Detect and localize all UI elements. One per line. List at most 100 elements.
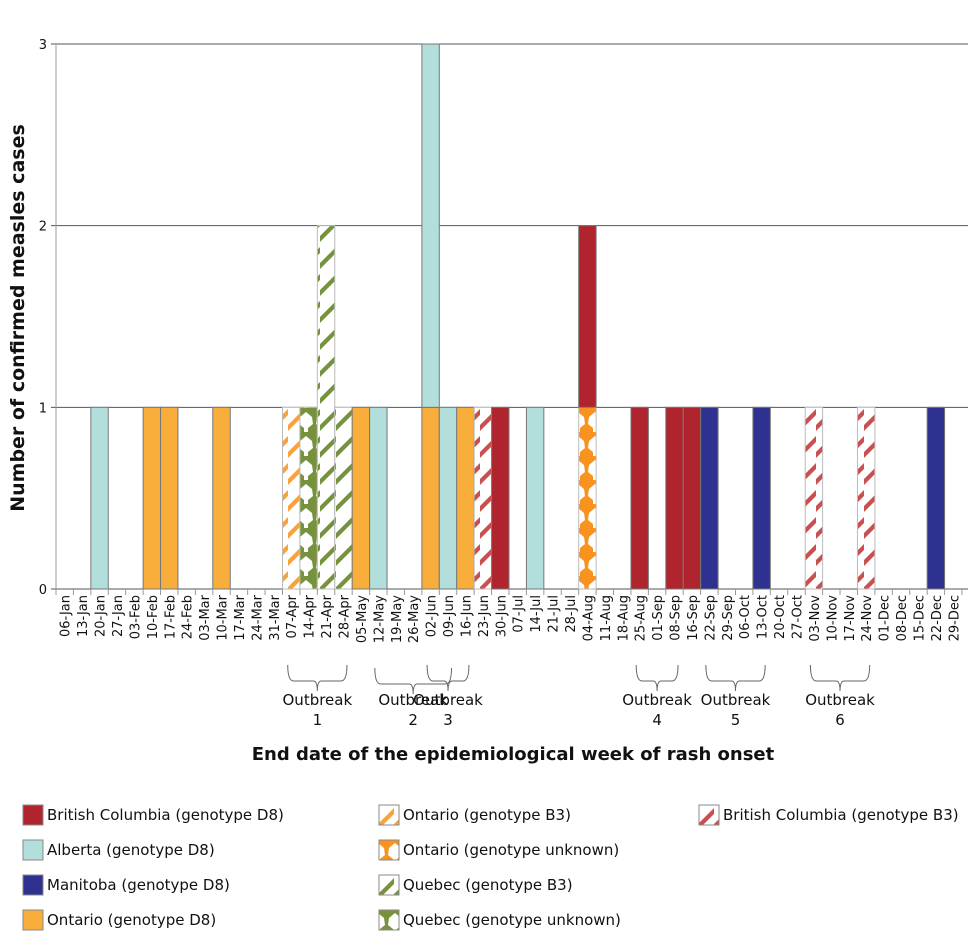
legend-label: Alberta (genotype D8) [47, 841, 215, 859]
x-tick-label: 31-Mar [268, 594, 283, 640]
legend-swatch [22, 909, 44, 931]
x-tick-label: 21-Apr [320, 594, 335, 638]
outbreak-brace [705, 664, 766, 692]
legend-swatch [378, 874, 400, 896]
legend-label: Ontario (genotype unknown) [403, 841, 620, 859]
x-tick-label: 03-Mar [198, 594, 213, 640]
y-tick-label: 3 [39, 38, 47, 53]
x-axis-title: End date of the epidemiological week of … [252, 744, 775, 765]
x-tick-label: 03-Feb [128, 595, 143, 639]
outbreak-brace [809, 664, 871, 692]
x-tick-label: 29-Sep [721, 595, 736, 641]
outbreak-brace [287, 664, 348, 692]
x-tick-label: 10-Feb [146, 595, 161, 639]
legend-label: Quebec (genotype B3) [403, 876, 573, 894]
legend-item: Ontario (genotype D8) [22, 909, 216, 931]
bar-segment [456, 406, 475, 590]
x-tick-label: 17-Feb [163, 595, 178, 639]
x-tick-label: 05-May [355, 595, 370, 643]
outbreak-label: Outbreak [805, 691, 875, 709]
x-tick-label: 25-Aug [634, 595, 649, 641]
y-tick-label: 0 [39, 583, 47, 598]
x-tick-label: 18-Aug [616, 595, 631, 641]
bar-segment [473, 406, 493, 590]
x-tick-label: 20-Jan [94, 595, 109, 637]
legend-item: British Columbia (genotype D8) [22, 804, 284, 826]
bar-segment [351, 406, 371, 590]
legend-item: Alberta (genotype D8) [22, 839, 215, 861]
y-tick-label: 2 [39, 220, 47, 235]
bar-segment [491, 406, 510, 590]
bar-segment [316, 225, 336, 590]
x-tick-label: 29-Dec [947, 595, 962, 641]
x-tick-label: 08-Sep [669, 595, 684, 641]
outbreak-brace [374, 667, 453, 695]
x-tick-label: 23-Jun [477, 595, 492, 637]
bar-segment [212, 406, 231, 590]
x-tick-label: 19-May [390, 595, 405, 643]
outbreak-label: Outbreak [378, 691, 448, 709]
legend-swatch [378, 804, 400, 826]
x-tick-label: 09-Jun [442, 595, 457, 637]
outbreak-label: Outbreak [701, 691, 771, 709]
outbreak-brace [426, 664, 470, 692]
outbreak-brace [635, 664, 679, 692]
bar-segment [438, 406, 458, 590]
x-tick-label: 24-Feb [181, 595, 196, 639]
outbreak-label: Outbreak [413, 691, 483, 709]
outbreak-number: 4 [652, 711, 662, 729]
x-tick-label: 06-Oct [738, 595, 753, 639]
bar-segment [804, 406, 824, 590]
outbreak-label: Outbreak [283, 691, 353, 709]
x-tick-label: 07-Jul [512, 595, 527, 633]
x-tick-label: 02-Jun [425, 595, 440, 637]
legend-item: British Columbia (genotype B3) [698, 804, 959, 826]
bar-segment [525, 406, 545, 590]
x-tick-label: 10-Nov [825, 595, 840, 642]
legend-label: British Columbia (genotype D8) [47, 806, 284, 824]
outbreak-label: Outbreak [622, 691, 692, 709]
legend-label: British Columbia (genotype B3) [723, 806, 959, 824]
legend-item: Quebec (genotype unknown) [378, 909, 621, 931]
x-tick-label: 16-Jun [459, 595, 474, 637]
x-tick-label: 15-Dec [912, 595, 927, 641]
x-tick-label: 14-Apr [303, 594, 318, 638]
bar-segment [856, 406, 876, 590]
x-tick-label: 07-Apr [285, 594, 300, 638]
x-tick-label: 13-Oct [756, 595, 771, 639]
x-tick-label: 16-Sep [686, 595, 701, 641]
legend-swatch [22, 839, 44, 861]
bar-segment [421, 406, 440, 590]
outbreak-annotations: Outbreak 1 Outbreak 2 Outbreak 3 Outbreak 4 Outb… [283, 664, 875, 729]
bar-segment [700, 406, 719, 590]
legend-item: Ontario (genotype B3) [378, 804, 571, 826]
y-axis-title: Number of confirmed measles cases [7, 124, 29, 512]
x-tick-label: 28-Jul [564, 595, 579, 633]
x-tick-label: 24-Nov [860, 595, 875, 642]
legend-item: Quebec (genotype B3) [378, 874, 573, 896]
bar-segment [421, 43, 440, 408]
bar-segment [752, 406, 771, 590]
legend-item: Manitoba (genotype D8) [22, 874, 230, 896]
x-tick-label: 11-Aug [599, 595, 614, 641]
x-tick-label: 10-Mar [216, 594, 231, 640]
bar-segment [578, 406, 597, 590]
x-tick-label: 22-Dec [930, 595, 945, 641]
bar-segment [142, 406, 162, 590]
bar-segment [665, 406, 684, 590]
outbreak-number: 1 [313, 711, 323, 729]
legend-swatch [22, 804, 44, 826]
x-tick-label: 21-Jul [547, 595, 562, 633]
legend-label: Manitoba (genotype D8) [47, 876, 230, 894]
bar-segment [282, 406, 301, 590]
x-tick-label: 27-Jan [111, 595, 126, 637]
x-tick-label: 08-Dec [895, 595, 910, 641]
bar-segment [160, 406, 179, 590]
x-tick-label: 03-Nov [808, 595, 823, 642]
x-tick-label: 04-Aug [581, 595, 596, 641]
y-tick-label: 1 [39, 401, 47, 416]
bar-segment [630, 406, 649, 590]
x-tick-label: 13-Jan [76, 595, 91, 637]
x-tick-label: 17-Nov [843, 595, 858, 642]
x-tick-label: 24-Mar [250, 594, 265, 640]
